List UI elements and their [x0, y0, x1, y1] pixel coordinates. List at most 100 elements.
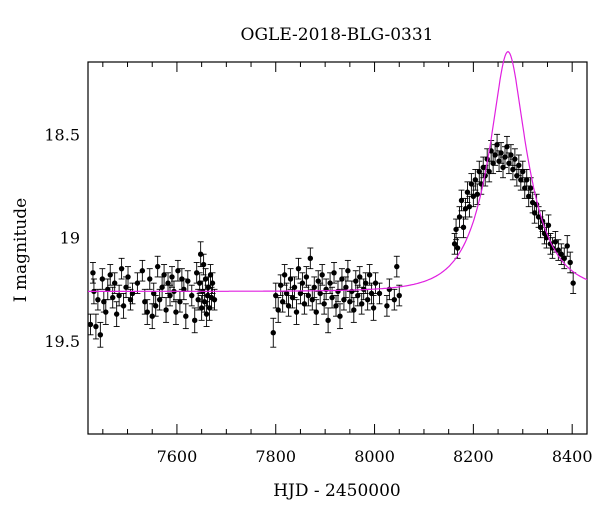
data-point	[391, 296, 398, 303]
data-point	[105, 286, 111, 293]
data-point	[351, 307, 357, 313]
data-point	[144, 309, 150, 315]
data-point	[376, 290, 383, 297]
data-point	[202, 276, 209, 282]
data-point	[327, 280, 333, 286]
data-point	[339, 276, 345, 282]
data-point	[196, 280, 203, 286]
data-point	[486, 168, 492, 175]
data-point	[464, 189, 471, 195]
data-point	[181, 286, 187, 293]
data-point	[504, 144, 510, 150]
data-point	[275, 307, 281, 313]
data-point	[169, 274, 175, 280]
data-point	[116, 292, 122, 299]
data-point	[561, 255, 567, 262]
data-point	[480, 164, 486, 171]
data-point	[564, 243, 570, 249]
data-point	[167, 292, 173, 299]
data-point	[552, 239, 559, 245]
x-tick-labels: 7600 7800 8000 8200 8400	[157, 447, 593, 466]
data-point	[156, 296, 163, 303]
data-point	[125, 274, 131, 280]
data-point	[498, 150, 504, 156]
x-axis-label: HJD - 2450000	[273, 481, 401, 501]
data-point	[139, 268, 146, 274]
data-point	[516, 162, 522, 169]
data-point	[317, 290, 323, 297]
data-point	[524, 177, 530, 183]
data-point	[305, 292, 312, 299]
data-point	[110, 294, 116, 301]
data-point	[472, 177, 479, 183]
data-point	[364, 296, 371, 303]
data-point	[183, 313, 189, 319]
data-point	[526, 193, 532, 200]
data-point	[189, 292, 195, 299]
data-point	[337, 313, 343, 319]
data-point	[142, 299, 148, 305]
y-tick-label: 19	[60, 229, 80, 248]
data-point	[451, 241, 458, 247]
data-point	[366, 272, 373, 278]
data-point	[567, 259, 573, 266]
data-point	[555, 247, 562, 253]
data-point	[161, 272, 167, 278]
data-points	[87, 133, 577, 348]
data-point	[343, 284, 349, 290]
data-point	[299, 280, 306, 286]
data-point	[103, 309, 109, 315]
data-point	[329, 294, 335, 301]
data-point	[370, 305, 377, 311]
data-point	[303, 274, 310, 280]
data-point	[520, 168, 526, 175]
data-point	[355, 292, 361, 299]
data-point	[518, 177, 524, 183]
data-point	[357, 274, 363, 280]
data-point	[368, 290, 375, 297]
chart-title: OGLE-2018-BLG-0331	[241, 25, 434, 45]
data-point	[490, 160, 496, 166]
data-point	[87, 321, 94, 328]
data-point	[558, 251, 565, 257]
plot-frame	[87, 61, 588, 435]
data-point	[496, 158, 502, 164]
data-point	[325, 317, 331, 324]
y-tick-label: 18.5	[44, 125, 80, 144]
data-point	[163, 307, 169, 313]
data-point	[134, 280, 141, 286]
data-point	[192, 317, 198, 324]
data-point	[127, 296, 134, 303]
data-point	[309, 296, 316, 303]
data-point	[118, 265, 125, 272]
data-point	[185, 278, 191, 284]
data-point	[149, 313, 155, 319]
data-point	[301, 301, 308, 307]
data-point	[147, 276, 153, 282]
data-point	[372, 280, 379, 286]
data-point	[270, 330, 276, 336]
data-point	[359, 301, 365, 307]
x-tick-label: 8000	[354, 447, 395, 466]
data-point	[453, 226, 459, 233]
data-point	[456, 214, 463, 220]
data-point	[458, 197, 465, 204]
data-point	[107, 272, 113, 278]
data-point	[200, 261, 207, 268]
data-point	[353, 278, 359, 284]
x-tick-label: 8200	[453, 447, 494, 466]
data-point	[95, 296, 101, 303]
minor-ticks	[102, 62, 548, 434]
data-point	[311, 284, 317, 290]
data-point	[159, 284, 165, 290]
data-point	[531, 210, 538, 216]
data-point	[512, 156, 518, 162]
data-point	[177, 299, 183, 305]
data-point	[468, 181, 475, 187]
data-point	[313, 309, 319, 315]
data-point	[173, 309, 179, 315]
data-point	[476, 168, 482, 175]
x-tick-label: 8400	[552, 447, 593, 466]
y-tick-label: 19.5	[44, 332, 80, 351]
